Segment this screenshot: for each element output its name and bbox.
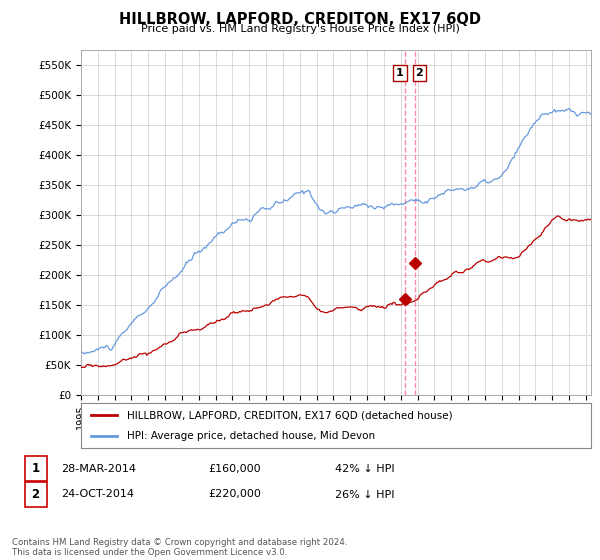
Text: 24-OCT-2014: 24-OCT-2014: [61, 489, 134, 500]
Text: Price paid vs. HM Land Registry's House Price Index (HPI): Price paid vs. HM Land Registry's House …: [140, 24, 460, 34]
Text: £220,000: £220,000: [208, 489, 261, 500]
Text: 2: 2: [415, 68, 423, 78]
Text: £160,000: £160,000: [208, 464, 260, 474]
Bar: [25, 482, 47, 507]
Text: 1: 1: [32, 462, 40, 475]
Text: 28-MAR-2014: 28-MAR-2014: [61, 464, 136, 474]
Bar: [25, 456, 47, 481]
Text: HPI: Average price, detached house, Mid Devon: HPI: Average price, detached house, Mid …: [127, 431, 375, 441]
Text: 42% ↓ HPI: 42% ↓ HPI: [335, 464, 394, 474]
Text: 1: 1: [396, 68, 404, 78]
Text: 2: 2: [32, 488, 40, 501]
Text: HILLBROW, LAPFORD, CREDITON, EX17 6QD (detached house): HILLBROW, LAPFORD, CREDITON, EX17 6QD (d…: [127, 410, 452, 421]
Text: Contains HM Land Registry data © Crown copyright and database right 2024.
This d: Contains HM Land Registry data © Crown c…: [12, 538, 347, 557]
Text: 26% ↓ HPI: 26% ↓ HPI: [335, 489, 394, 500]
Text: HILLBROW, LAPFORD, CREDITON, EX17 6QD: HILLBROW, LAPFORD, CREDITON, EX17 6QD: [119, 12, 481, 27]
